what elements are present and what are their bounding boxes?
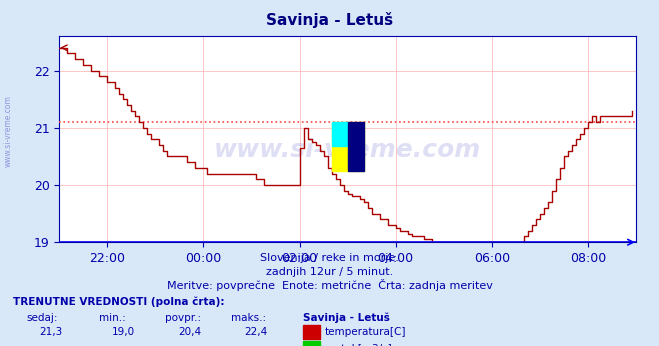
Text: povpr.:: povpr.: bbox=[165, 313, 201, 323]
Text: -nan: -nan bbox=[178, 344, 201, 346]
Text: 20,4: 20,4 bbox=[178, 327, 201, 337]
Text: Meritve: povprečne  Enote: metrične  Črta: zadnja meritev: Meritve: povprečne Enote: metrične Črta:… bbox=[167, 279, 492, 291]
Text: 21,3: 21,3 bbox=[40, 327, 63, 337]
Bar bbox=[303, 341, 320, 346]
Text: Savinja - Letuš: Savinja - Letuš bbox=[303, 312, 390, 323]
Text: min.:: min.: bbox=[99, 313, 126, 323]
Bar bbox=[331, 122, 364, 171]
Text: sedaj:: sedaj: bbox=[26, 313, 58, 323]
Text: maks.:: maks.: bbox=[231, 313, 266, 323]
Text: www.si-vreme.com: www.si-vreme.com bbox=[214, 138, 481, 162]
Text: -nan: -nan bbox=[244, 344, 267, 346]
Text: -nan: -nan bbox=[40, 344, 63, 346]
Text: zadnjih 12ur / 5 minut.: zadnjih 12ur / 5 minut. bbox=[266, 267, 393, 277]
Text: temperatura[C]: temperatura[C] bbox=[324, 327, 406, 337]
Bar bbox=[303, 325, 320, 339]
Text: TRENUTNE VREDNOSTI (polna črta):: TRENUTNE VREDNOSTI (polna črta): bbox=[13, 296, 225, 307]
Bar bbox=[348, 122, 364, 171]
Bar bbox=[331, 122, 348, 146]
Text: Slovenija / reke in morje.: Slovenija / reke in morje. bbox=[260, 253, 399, 263]
Text: Savinja - Letuš: Savinja - Letuš bbox=[266, 12, 393, 28]
Text: 19,0: 19,0 bbox=[112, 327, 135, 337]
Text: 22,4: 22,4 bbox=[244, 327, 267, 337]
Text: -nan: -nan bbox=[112, 344, 135, 346]
Text: pretok[m3/s]: pretok[m3/s] bbox=[324, 344, 392, 346]
Text: www.si-vreme.com: www.si-vreme.com bbox=[4, 95, 13, 167]
